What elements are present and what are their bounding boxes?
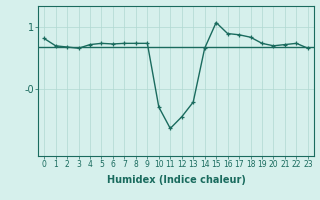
X-axis label: Humidex (Indice chaleur): Humidex (Indice chaleur) xyxy=(107,175,245,185)
